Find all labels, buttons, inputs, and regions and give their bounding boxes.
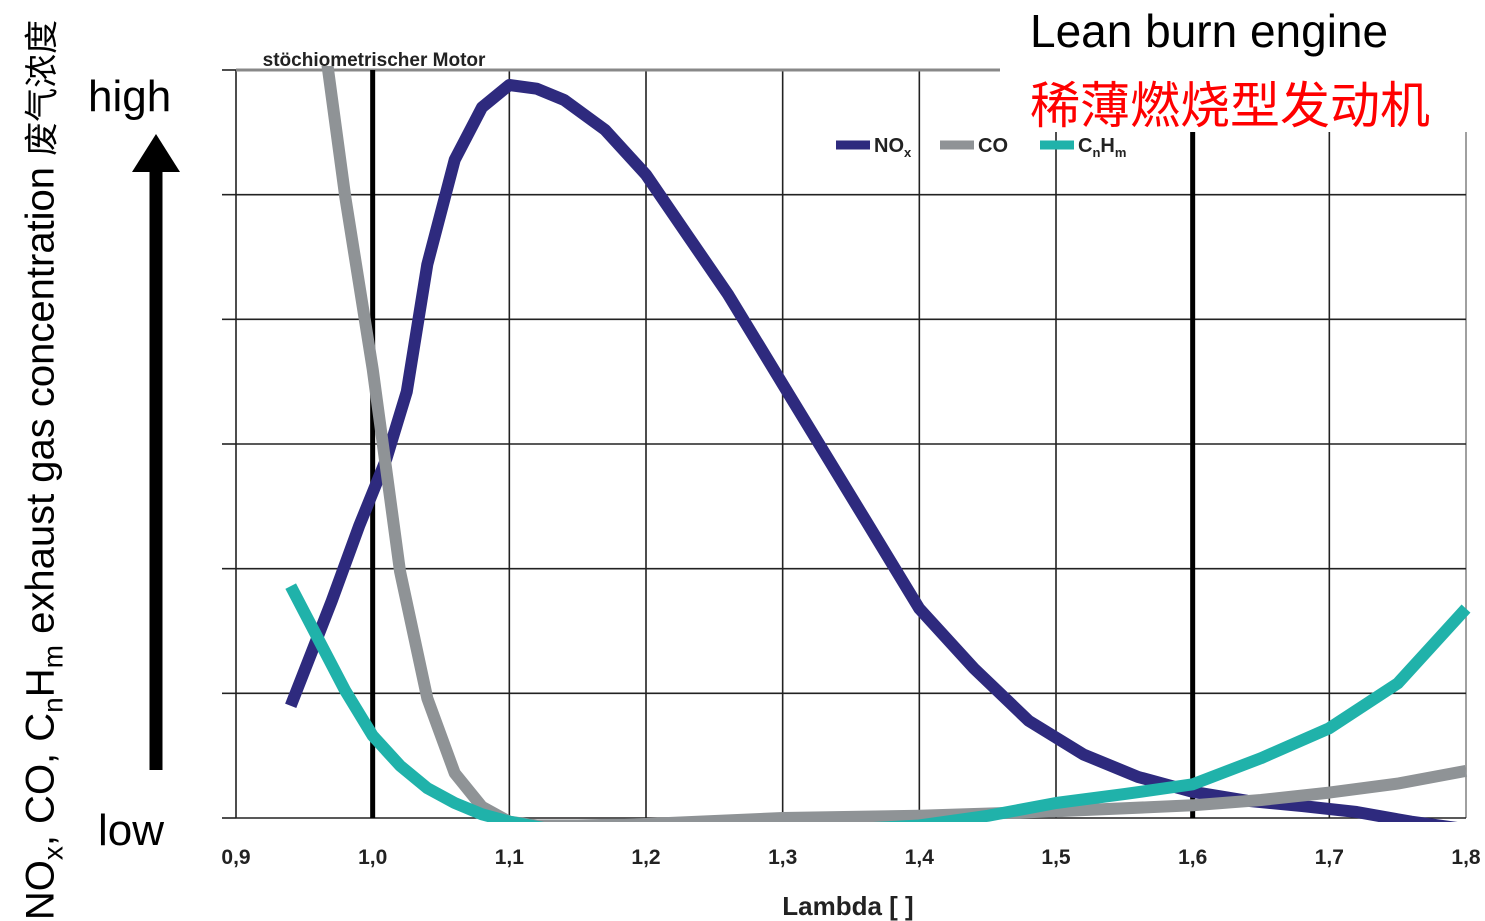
series-line-cnhm [285,583,1471,822]
x-tick-label: 0,9 [221,846,250,869]
high-low-arrow-icon [132,134,180,770]
title-background [1000,0,1480,132]
y-label-m-sub: m [37,645,69,669]
series-line-co [321,66,1468,822]
high-label: high [88,72,172,121]
legend-label: CnHm [1078,135,1126,160]
y-label-cn: 废气浓度 [22,19,63,156]
stoichiometric-markers: stöchiometrischer Motor [263,50,1196,818]
x-tick-labels: 0,9 1,0 1,1 1,2 1,3 1,4 1,5 1,6 1,7 1,8 [221,846,1481,869]
y-label-n-sub: n [37,697,69,713]
series-lines [285,66,1471,822]
legend-label: CO [978,135,1008,157]
y-label-x-sub: x [37,846,69,861]
x-tick-label: 1,1 [495,846,525,869]
legend: NOx CO CnHm [836,135,1126,160]
x-axis-label: Lambda [ ] [782,891,913,921]
x-tick-label: 1,7 [1315,846,1344,869]
x-tick-label: 1,6 [1178,846,1207,869]
y-label-h: H [18,668,63,698]
x-tick-label: 1,4 [905,846,935,869]
chart-title-en: Lean burn engine [1030,5,1389,57]
x-tick-label: 1,3 [768,846,797,869]
chart-grid [222,68,1467,819]
y-label-co-c: , CO, C [18,712,63,847]
y-label-rest: exhaust gas concentration [18,155,63,646]
series-line-nox [285,79,1458,822]
y-label-no: NO [18,860,63,921]
x-tick-label: 1,5 [1041,846,1071,869]
low-label: low [98,806,165,855]
x-tick-label: 1,8 [1451,846,1481,869]
marker-label: stöchiometrischer Motor [263,50,486,71]
x-tick-label: 1,2 [631,846,660,869]
legend-label: NOx [874,135,912,160]
x-tick-label: 1,0 [358,846,387,869]
chart-title-cn: 稀薄燃烧型发动机 [1030,77,1430,135]
